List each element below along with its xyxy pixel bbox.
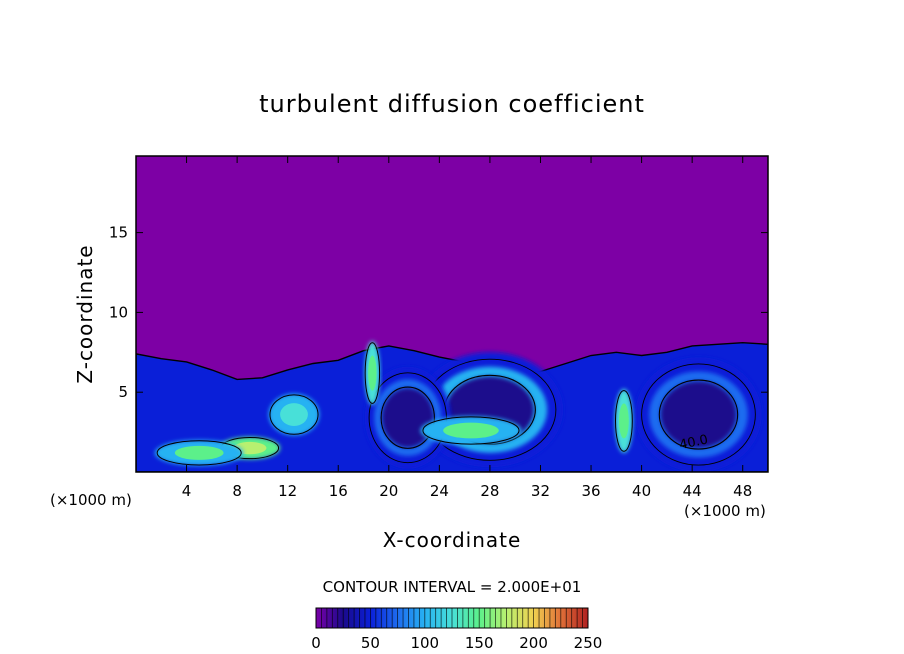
colorbar: 0 50 100 150 200 250 [311,607,602,652]
colorbar-tick-label: 50 [361,634,380,652]
x-axis-label: X-coordinate [383,528,522,552]
vortex-core [381,388,434,448]
x-tick-label: 16 [329,482,348,500]
plume-core [174,445,224,460]
feature-plume-4 [154,440,244,466]
plume-core [619,403,629,439]
colorbar-frame [315,607,589,629]
x-tick-label: 32 [531,482,550,500]
vortex-contour [658,379,739,450]
plume-contour [422,416,520,445]
feature-vortex-2 [364,366,451,469]
plume-core [368,355,377,391]
plume-contour [364,342,381,404]
x-tick-label: 40 [632,482,651,500]
x-tick-label: 24 [430,482,449,500]
plume-contour [614,390,633,452]
plume-core [280,403,308,426]
plume-core [443,422,499,439]
colorbar-stripes [321,608,583,628]
colorbar-tick-label: 100 [410,634,439,652]
plume-contour [269,394,319,435]
feature-plume-8 [268,393,320,436]
turbulence-field: 40.0 [136,341,768,472]
y-axis-label: Z-coordinate [73,244,97,383]
x-tick-label: 48 [733,482,752,500]
feature-plume-6 [614,389,633,453]
x-unit-right: (×1000 m) [684,502,766,520]
colorbar-tick-label: 200 [519,634,548,652]
plot-frame [135,155,769,473]
x-tick-label: 36 [581,482,600,500]
feature-plume-5 [364,341,381,405]
y-tick-label: 15 [109,224,128,242]
x-tick-label: 28 [480,482,499,500]
colorbar-tick-label: 250 [574,634,603,652]
vortex-outer-contour [641,363,756,466]
colorbar-ticks: 0 50 100 150 200 250 [311,634,602,652]
x-tick-label: 44 [683,482,702,500]
y-tick-label: 5 [118,383,128,401]
feature-plume-7 [420,416,522,445]
contour-interval-text: CONTOUR INTERVAL = 2.000E+01 [323,578,582,596]
x-tick-label: 8 [232,482,242,500]
contour-value-label: 40.0 [678,432,709,453]
y-tick-label: 10 [109,303,128,321]
y-ticks: 5 10 15 [109,224,768,401]
feature-vortex-1 [635,357,762,472]
chart-title: turbulent diffusion coefficient [259,90,645,118]
plume-contour [156,440,242,466]
x-unit-left: (×1000 m) [50,491,132,509]
x-tick-label: 4 [182,482,192,500]
vortex-contour [380,386,435,449]
x-ticks: 4 8 12 16 20 24 28 32 36 40 44 48 [182,156,752,500]
colorbar-tick-label: 0 [311,634,321,652]
vortex-core [660,381,737,448]
vortex-outer-contour [368,372,447,464]
x-tick-label: 12 [278,482,297,500]
x-tick-label: 20 [379,482,398,500]
colorbar-tick-label: 150 [465,634,494,652]
